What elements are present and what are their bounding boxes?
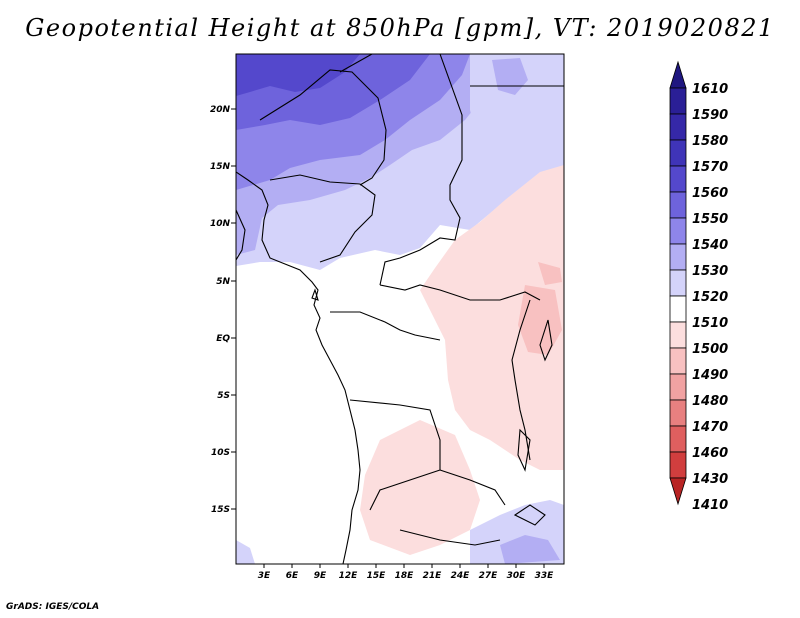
colorbar-cell: [669, 425, 687, 453]
colorbar-label: 1490: [692, 368, 728, 383]
lon-label: 9E: [314, 571, 327, 581]
height-field: [236, 54, 564, 564]
lon-label: 27E: [479, 571, 499, 581]
colorbar-cell: [669, 191, 687, 219]
colorbar-cell: [669, 373, 687, 401]
lon-label: 3E: [258, 571, 271, 581]
colorbar-cell: [669, 60, 687, 89]
colorbar-cell: [669, 113, 687, 141]
lat-label: EQ: [216, 334, 230, 344]
colorbar-label: 1510: [692, 316, 728, 331]
colorbar-label: 1430: [692, 472, 728, 487]
colorbar: 1610 1590 1580 1570 1560 1550 1540 1530 1520 1510…: [669, 60, 728, 513]
longitude-labels: 3E 6E 9E 12E 15E 18E 21E 24E 27E 30E 33E: [258, 571, 554, 581]
colorbar-label: 1570: [692, 160, 728, 175]
lon-label: 6E: [286, 571, 299, 581]
grads-credit: GrADS: IGES/COLA: [6, 602, 100, 612]
colorbar-cell: [669, 87, 687, 115]
coastlines: [236, 54, 564, 564]
colorbar-label: 1590: [692, 108, 728, 123]
lat-label: 10N: [210, 219, 231, 229]
colorbar-label: 1580: [692, 134, 728, 149]
map-frame: [235, 53, 565, 565]
colorbar-cell: [669, 295, 687, 323]
lon-label: 18E: [395, 571, 415, 581]
lon-label: 24E: [451, 571, 471, 581]
longitude-ticks: [263, 564, 545, 568]
lon-label: 21E: [423, 571, 443, 581]
colorbar-cell: [669, 165, 687, 193]
colorbar-label: 1500: [692, 342, 728, 357]
colorbar-label: 1550: [692, 212, 728, 227]
lon-label: 15E: [367, 571, 387, 581]
colorbar-label: 1560: [692, 186, 728, 201]
colorbar-cell: [669, 243, 687, 271]
colorbar-cell: [669, 347, 687, 375]
lat-label: 20N: [210, 105, 231, 115]
colorbar-label: 1410: [692, 498, 728, 513]
lat-label: 15S: [211, 505, 230, 515]
colorbar-cell: [669, 399, 687, 427]
latitude-labels: 20N 15N 10N 5N EQ 5S 10S 15S: [210, 105, 231, 515]
colorbar-label: 1610: [692, 82, 728, 97]
colorbar-cell: [669, 217, 687, 245]
colorbar-label: 1480: [692, 394, 728, 409]
colorbar-cell: [669, 321, 687, 349]
lat-label: 5S: [217, 391, 230, 401]
colorbar-cell: [669, 451, 687, 479]
colorbar-label: 1520: [692, 290, 728, 305]
lat-label: 15N: [210, 162, 231, 172]
lon-label: 30E: [507, 571, 527, 581]
colorbar-label: 1460: [692, 446, 728, 461]
lon-label: 33E: [535, 571, 555, 581]
colorbar-cell: [669, 269, 687, 297]
chart-title: Geopotential Height at 850hPa [gpm], VT:…: [25, 14, 775, 42]
lat-label: 5N: [216, 277, 230, 287]
lat-label: 10S: [211, 448, 230, 458]
colorbar-cell: [669, 477, 687, 506]
latitude-ticks: [231, 108, 236, 510]
colorbar-cell: [669, 139, 687, 167]
colorbar-label: 1470: [692, 420, 728, 435]
lon-label: 12E: [339, 571, 359, 581]
colorbar-label: 1530: [692, 264, 728, 279]
colorbar-label: 1540: [692, 238, 728, 253]
